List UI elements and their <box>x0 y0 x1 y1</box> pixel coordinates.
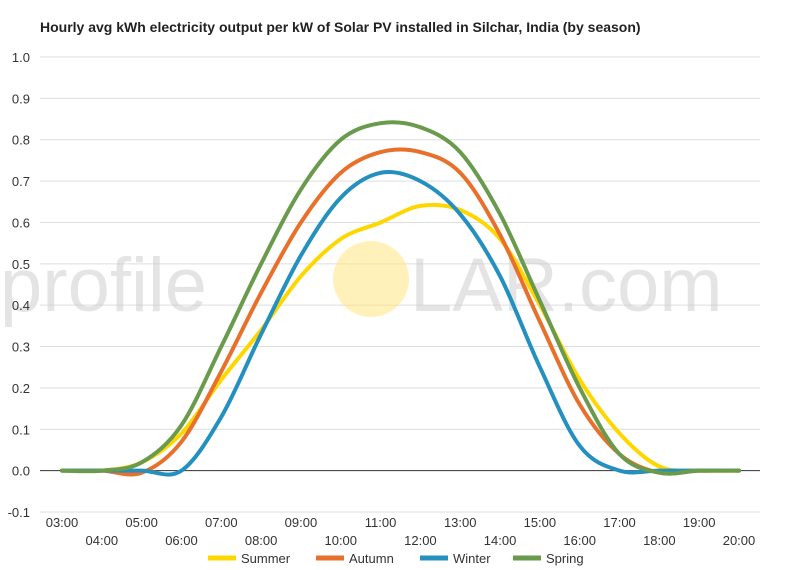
legend-label-winter: Winter <box>453 551 491 566</box>
legend-label-summer: Summer <box>241 551 291 566</box>
x-tick-label: 06:00 <box>165 533 198 548</box>
x-tick-label: 16:00 <box>563 533 596 548</box>
series-line-summer <box>60 202 741 474</box>
x-tick-label: 03:00 <box>46 515 79 530</box>
y-tick-label: 0.6 <box>12 215 30 230</box>
watermark-sun-icon <box>333 241 409 317</box>
watermark: profile LAR.com <box>0 241 723 328</box>
legend-label-spring: Spring <box>546 551 584 566</box>
x-tick-label: 08:00 <box>245 533 278 548</box>
watermark-text-left: profile <box>0 243 207 328</box>
x-tick-label: 05:00 <box>125 515 158 530</box>
x-tick-label: 19:00 <box>683 515 716 530</box>
y-tick-label: 1.0 <box>12 50 30 65</box>
x-tick-label: 09:00 <box>285 515 318 530</box>
chart-title: Hourly avg kWh electricity output per kW… <box>40 19 641 35</box>
y-tick-label: 0.0 <box>12 464 30 479</box>
y-tick-label: 0.4 <box>12 298 30 313</box>
y-tick-label: 0.5 <box>12 257 30 272</box>
y-tick-label: 0.3 <box>12 340 30 355</box>
watermark-text-right: LAR.com <box>410 243 723 328</box>
series-layer <box>60 120 741 477</box>
series-line-spring <box>60 120 741 476</box>
y-tick-label: 0.8 <box>12 133 30 148</box>
x-tick-label: 10:00 <box>324 533 357 548</box>
grid-layer <box>40 56 760 513</box>
x-tick-label: 18:00 <box>643 533 676 548</box>
x-tick-label: 07:00 <box>205 515 238 530</box>
y-tick-label: -0.1 <box>8 505 30 520</box>
x-tick-label: 04:00 <box>86 533 119 548</box>
x-tick-label: 14:00 <box>484 533 517 548</box>
legend-label-autumn: Autumn <box>349 551 394 566</box>
x-tick-label: 11:00 <box>365 515 397 530</box>
series-line-winter <box>60 169 741 477</box>
y-tick-label: 0.9 <box>12 91 30 106</box>
axis-layer: -0.1 0.0 0.1 0.2 0.3 0.4 0.5 0.6 0.7 0.8 0.9 1.0 03:… <box>8 50 760 548</box>
x-tick-label: 13:00 <box>444 515 477 530</box>
x-tick-label: 17:00 <box>603 515 636 530</box>
y-tick-label: 0.2 <box>12 381 30 396</box>
y-tick-label: 0.1 <box>12 422 30 437</box>
y-tick-label: 0.7 <box>12 174 30 189</box>
x-tick-label: 15:00 <box>524 515 557 530</box>
legend: Summer Autumn Winter Spring <box>208 551 584 566</box>
x-tick-label: 20:00 <box>723 533 756 548</box>
x-tick-label: 12:00 <box>404 533 437 548</box>
